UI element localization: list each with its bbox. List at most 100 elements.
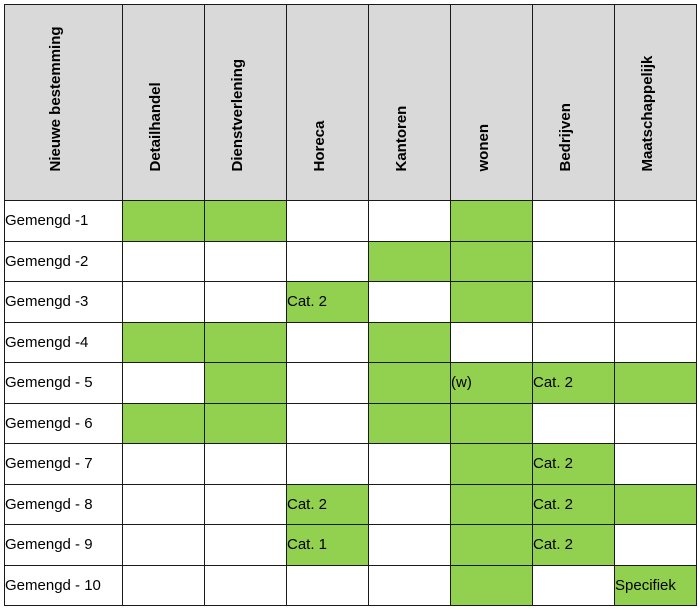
- cell-detailhandel: [122, 362, 205, 404]
- cell-maatschappelijk: [614, 362, 697, 404]
- table-row: Gemengd -1: [4, 200, 697, 242]
- cell-maatschappelijk: [614, 281, 697, 323]
- cell-wonen: [450, 281, 533, 323]
- table-row: Gemengd -4: [4, 321, 697, 363]
- header-wonen: wonen: [450, 4, 533, 201]
- cell-detailhandel: [122, 240, 205, 282]
- header-nieuwe-bestemming: Nieuwe bestemming: [4, 4, 123, 201]
- cell-dienstverlening: [204, 524, 287, 566]
- cell-maatschappelijk: [614, 240, 697, 282]
- row-label: Gemengd - 6: [4, 402, 123, 444]
- cell-horeca: Cat. 2: [286, 281, 369, 323]
- cell-horeca: Cat. 1: [286, 524, 369, 566]
- cell-dienstverlening: [204, 402, 287, 444]
- header-detailhandel: Detailhandel: [122, 4, 205, 201]
- cell-detailhandel: [122, 281, 205, 323]
- cell-wonen: [450, 240, 533, 282]
- cell-dienstverlening: [204, 362, 287, 404]
- cell-bedrijven: Cat. 2: [532, 524, 615, 566]
- table-row: Gemengd -3 Cat. 2: [4, 281, 697, 323]
- row-label: Gemengd - 10: [4, 564, 123, 606]
- cell-wonen: [450, 443, 533, 485]
- cell-detailhandel: [122, 321, 205, 363]
- cell-maatschappelijk: [614, 200, 697, 242]
- cell-wonen: [450, 321, 533, 363]
- cell-detailhandel: [122, 564, 205, 606]
- cell-kantoren: [368, 443, 451, 485]
- cell-detailhandel: [122, 443, 205, 485]
- cell-dienstverlening: [204, 321, 287, 363]
- cell-dienstverlening: [204, 483, 287, 525]
- cell-wonen: [450, 483, 533, 525]
- cell-detailhandel: [122, 402, 205, 444]
- cell-wonen: [450, 200, 533, 242]
- row-label: Gemengd - 9: [4, 524, 123, 566]
- cell-bedrijven: Cat. 2: [532, 362, 615, 404]
- cell-horeca: Cat. 2: [286, 483, 369, 525]
- table-row: Gemengd - 7 Cat. 2: [4, 443, 697, 485]
- cell-detailhandel: [122, 200, 205, 242]
- cell-kantoren: [368, 564, 451, 606]
- cell-horeca: [286, 564, 369, 606]
- cell-maatschappelijk: [614, 402, 697, 444]
- cell-horeca: [286, 321, 369, 363]
- cell-kantoren: [368, 321, 451, 363]
- cell-bedrijven: [532, 200, 615, 242]
- cell-dienstverlening: [204, 200, 287, 242]
- cell-bedrijven: [532, 564, 615, 606]
- cell-dienstverlening: [204, 240, 287, 282]
- cell-detailhandel: [122, 483, 205, 525]
- row-label: Gemengd -2: [4, 240, 123, 282]
- header-row: Nieuwe bestemming Detailhandel Dienstver…: [4, 4, 697, 201]
- cell-bedrijven: [532, 240, 615, 282]
- table-row: Gemengd -2: [4, 240, 697, 282]
- cell-wonen: (w): [450, 362, 533, 404]
- row-label: Gemengd - 7: [4, 443, 123, 485]
- header-bedrijven: Bedrijven: [532, 4, 615, 201]
- header-dienstverlening: Dienstverlening: [204, 4, 287, 201]
- cell-kantoren: [368, 402, 451, 444]
- cell-bedrijven: Cat. 2: [532, 443, 615, 485]
- table-row: Gemengd - 8 Cat. 2 Cat. 2: [4, 483, 697, 525]
- cell-dienstverlening: [204, 281, 287, 323]
- cell-maatschappelijk: [614, 321, 697, 363]
- table-row: Gemengd - 6: [4, 402, 697, 444]
- cell-maatschappelijk: [614, 443, 697, 485]
- row-label: Gemengd -4: [4, 321, 123, 363]
- cell-bedrijven: [532, 281, 615, 323]
- cell-horeca: [286, 443, 369, 485]
- header-maatschappelijk: Maatschappelijk: [614, 4, 697, 201]
- cell-wonen: [450, 402, 533, 444]
- table-row: Gemengd - 9 Cat. 1 Cat. 2: [4, 524, 697, 566]
- cell-kantoren: [368, 362, 451, 404]
- cell-kantoren: [368, 483, 451, 525]
- cell-horeca: [286, 402, 369, 444]
- row-label: Gemengd - 8: [4, 483, 123, 525]
- cell-maatschappelijk: [614, 483, 697, 525]
- cell-maatschappelijk: [614, 524, 697, 566]
- cell-detailhandel: [122, 524, 205, 566]
- cell-horeca: [286, 362, 369, 404]
- row-label: Gemengd -3: [4, 281, 123, 323]
- cell-kantoren: [368, 200, 451, 242]
- row-label: Gemengd - 5: [4, 362, 123, 404]
- header-kantoren: Kantoren: [368, 4, 451, 201]
- cell-dienstverlening: [204, 564, 287, 606]
- cell-maatschappelijk: Specifiek: [614, 564, 697, 606]
- cell-dienstverlening: [204, 443, 287, 485]
- cell-bedrijven: [532, 402, 615, 444]
- bestemming-table: Nieuwe bestemming Detailhandel Dienstver…: [4, 4, 697, 606]
- cell-kantoren: [368, 524, 451, 566]
- cell-horeca: [286, 200, 369, 242]
- cell-wonen: [450, 564, 533, 606]
- cell-bedrijven: Cat. 2: [532, 483, 615, 525]
- cell-horeca: [286, 240, 369, 282]
- header-horeca: Horeca: [286, 4, 369, 201]
- table-row: Gemengd - 5 (w) Cat. 2: [4, 362, 697, 404]
- cell-wonen: [450, 524, 533, 566]
- table-row: Gemengd - 10 Specifiek: [4, 564, 697, 606]
- cell-kantoren: [368, 240, 451, 282]
- cell-kantoren: [368, 281, 451, 323]
- cell-bedrijven: [532, 321, 615, 363]
- row-label: Gemengd -1: [4, 200, 123, 242]
